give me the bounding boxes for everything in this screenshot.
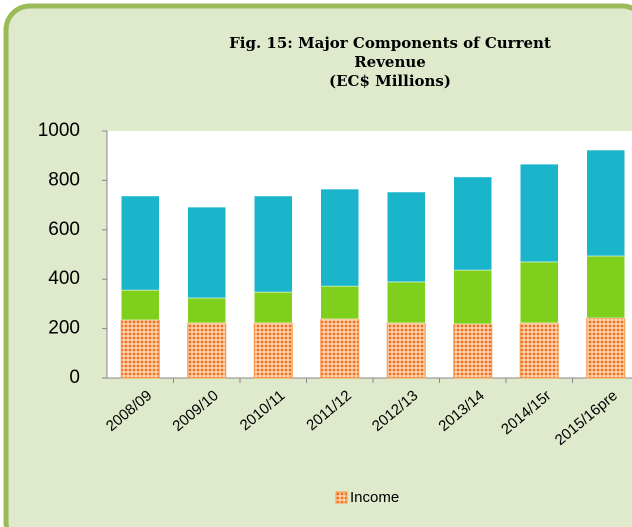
bar-segment: [453, 269, 492, 325]
bar-segment: [519, 322, 559, 379]
bar-segment: [586, 149, 625, 257]
title-block: Fig. 15: Major Components of Current Rev…: [225, 34, 555, 91]
bar-segment: [121, 289, 160, 321]
y-tick-label: 1000: [38, 120, 80, 141]
bar-segment: [187, 322, 227, 379]
legend-label: Income: [350, 489, 399, 506]
y-tick-label: 400: [48, 268, 80, 289]
bar-segment: [586, 255, 625, 319]
chart-title: Fig. 15: Major Components of Current Rev…: [229, 34, 551, 71]
chart-subtitle: (EC$ Millions): [329, 72, 451, 90]
bar-segment: [121, 195, 160, 291]
legend-swatch: [335, 491, 348, 504]
bar-segment: [254, 291, 293, 324]
bar-segment: [320, 318, 360, 379]
bar-segment: [320, 188, 359, 287]
bar-segment: [387, 191, 426, 283]
bar-segment: [453, 323, 493, 379]
bar-segment: [520, 261, 559, 324]
bar-segment: [387, 281, 426, 324]
bar-segment: [453, 176, 492, 271]
bar-segment: [520, 163, 559, 263]
bar-segment: [187, 297, 226, 324]
bar-segment: [386, 322, 426, 379]
y-tick-label: 600: [48, 219, 80, 240]
bar-segment: [254, 195, 293, 293]
y-tick-label: 0: [69, 367, 80, 388]
bar-segment: [187, 206, 226, 299]
bar-segment: [120, 319, 160, 379]
bar-segment: [320, 285, 359, 320]
bar-segment: [586, 317, 626, 379]
y-tick-label: 800: [48, 169, 80, 190]
bar-segment: [253, 322, 293, 379]
y-tick-label: 200: [48, 318, 80, 339]
